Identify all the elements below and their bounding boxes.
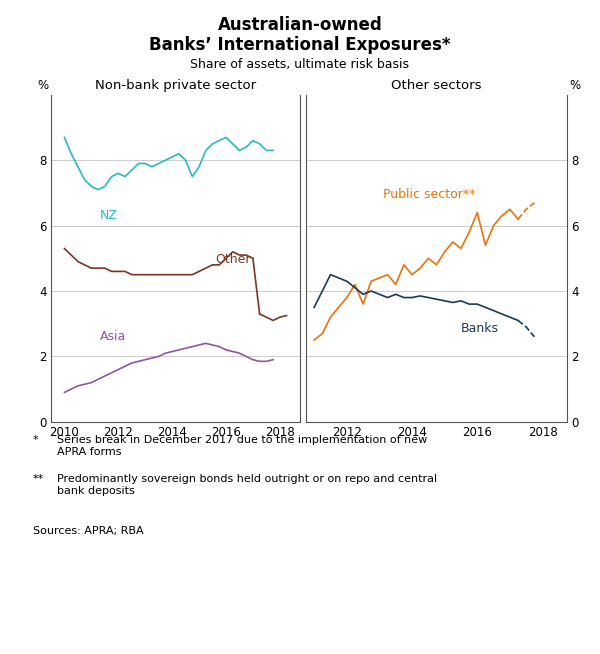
Text: NZ: NZ	[100, 209, 118, 222]
Text: Banks: Banks	[461, 322, 499, 335]
Text: Series break in December 2017 due to the implementation of new
APRA forms: Series break in December 2017 due to the…	[57, 435, 427, 456]
Text: %: %	[37, 78, 49, 92]
Text: Other: Other	[215, 253, 251, 266]
Text: Predominantly sovereign bonds held outright or on repo and central
bank deposits: Predominantly sovereign bonds held outri…	[57, 474, 437, 496]
Text: Asia: Asia	[100, 330, 126, 343]
Text: Share of assets, ultimate risk basis: Share of assets, ultimate risk basis	[191, 58, 409, 71]
Text: Sources: APRA; RBA: Sources: APRA; RBA	[33, 526, 143, 536]
Text: Other sectors: Other sectors	[391, 78, 482, 92]
Text: Banks’ International Exposures*: Banks’ International Exposures*	[149, 36, 451, 54]
Text: Australian-owned: Australian-owned	[218, 16, 382, 35]
Text: Non-bank private sector: Non-bank private sector	[95, 78, 256, 92]
Text: Public sector**: Public sector**	[383, 188, 475, 201]
Text: *: *	[33, 435, 38, 445]
Text: **: **	[33, 474, 44, 484]
Text: %: %	[569, 78, 581, 92]
